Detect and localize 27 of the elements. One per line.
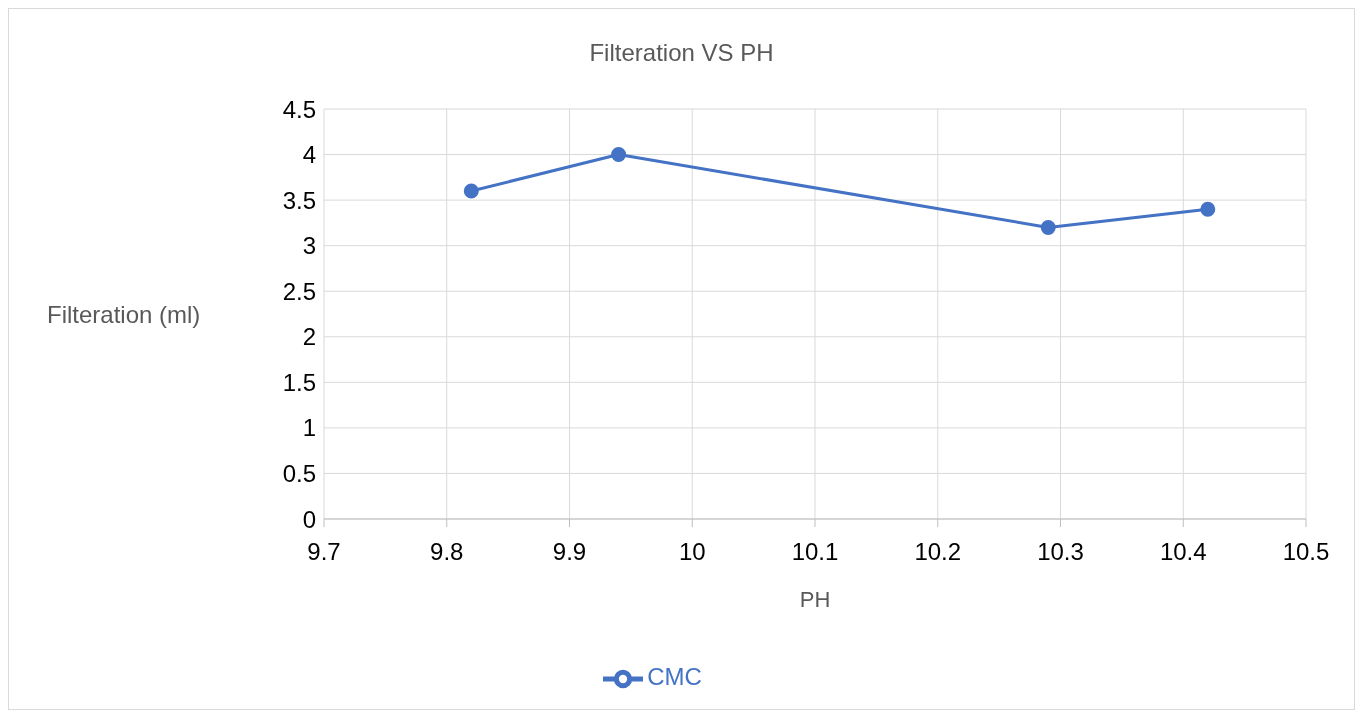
x-tick-label: 9.9 bbox=[552, 538, 587, 566]
y-axis-title: Filteration (ml) bbox=[47, 300, 201, 328]
legend-label: CMC bbox=[647, 663, 702, 691]
x-tick-label: 10.4 bbox=[1159, 538, 1207, 566]
x-tick-label: 9.8 bbox=[430, 538, 464, 566]
point bbox=[463, 183, 479, 199]
chart-title: Filteration VS PH bbox=[588, 39, 775, 67]
x-tick-label: 10.5 bbox=[1282, 538, 1330, 566]
y-tick-label: 4.5 bbox=[282, 95, 316, 123]
y-tick-label: 3 bbox=[302, 232, 316, 260]
y-tick-label: 1.5 bbox=[282, 368, 316, 396]
x-tick-label: 10.3 bbox=[1037, 538, 1084, 566]
x-axis-title: PH bbox=[799, 586, 831, 612]
y-tick-label: 4 bbox=[302, 141, 316, 169]
y-tick-label: 2 bbox=[302, 323, 316, 351]
point bbox=[611, 147, 627, 163]
y-tick-label: 3.5 bbox=[282, 186, 316, 214]
y-tick-label: 1 bbox=[302, 414, 316, 442]
y-tick-label: 0.5 bbox=[282, 459, 316, 487]
point bbox=[1200, 201, 1216, 217]
y-tick-label: 2.5 bbox=[282, 277, 316, 305]
point bbox=[1040, 219, 1056, 235]
x-tick-label: 10.1 bbox=[791, 538, 839, 566]
x-tick-label: 10.2 bbox=[914, 538, 962, 566]
x-tick-label: 9.7 bbox=[307, 538, 341, 566]
x-tick-label: 10 bbox=[678, 538, 706, 566]
y-tick-label: 0 bbox=[302, 505, 316, 533]
